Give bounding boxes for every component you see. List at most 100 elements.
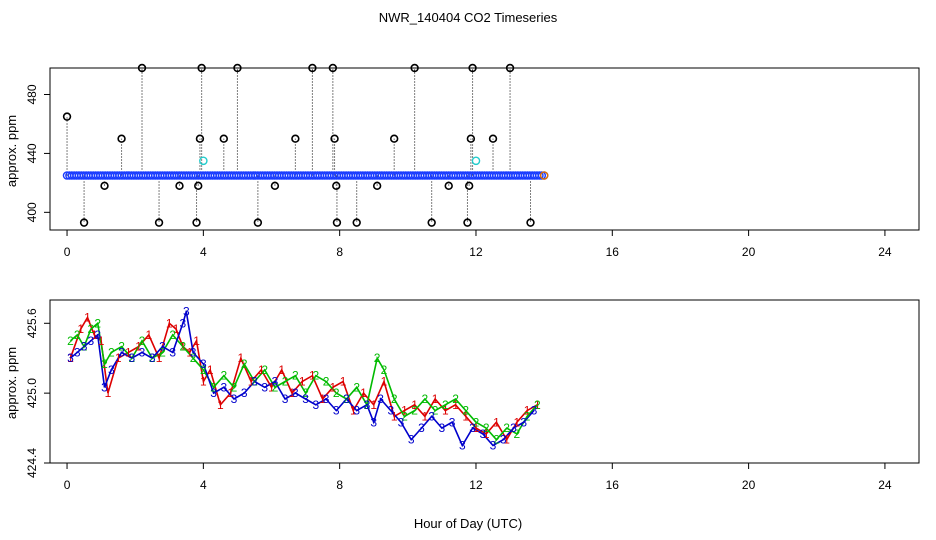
- series-3-line: [69, 311, 535, 448]
- series-3-point: 3: [418, 421, 425, 435]
- series-2-point: 2: [473, 415, 480, 429]
- top-data-layer: [62, 63, 549, 227]
- spike-point: [464, 181, 474, 191]
- series-3-point: 3: [333, 404, 340, 418]
- series-3-point: 3: [118, 345, 125, 359]
- series-3-point: 3: [469, 421, 476, 435]
- series-1-point: 1: [227, 386, 234, 400]
- series-3-point: 3: [302, 392, 309, 406]
- series-3-point: 3: [220, 380, 227, 394]
- series-1-point: 1: [381, 375, 388, 389]
- series-3-point: 3: [449, 415, 456, 429]
- series-1-point: 1: [77, 322, 84, 336]
- spike-point: [526, 218, 535, 227]
- spike-point: [463, 218, 472, 227]
- series-3-point: 3: [231, 392, 238, 406]
- series-3-point: 3: [94, 328, 101, 342]
- series-1-point: 1: [422, 409, 429, 423]
- bottom-x-tick-label: 8: [336, 478, 343, 492]
- spike-point: [488, 134, 498, 143]
- series-2-point: 2: [353, 380, 360, 394]
- spike-point: [79, 218, 89, 227]
- spike-point: [137, 63, 147, 73]
- series-1-point: 1: [299, 375, 306, 389]
- spike-point: [505, 63, 515, 73]
- series-2-point: 2: [180, 340, 187, 354]
- series-1-point: 1: [350, 404, 357, 418]
- series-3-point: 3: [439, 421, 446, 435]
- series-2-point: 2: [88, 322, 95, 336]
- series-2-point: 2: [524, 409, 531, 423]
- series-2-point: 2: [343, 392, 350, 406]
- series-2-point: 2: [169, 328, 176, 342]
- series-2-point: 2: [67, 334, 74, 348]
- chart-title: NWR_140404 CO2 Timeseries: [379, 10, 558, 25]
- series-2-point: 2: [251, 375, 258, 389]
- series-1-point: 1: [391, 409, 398, 423]
- series-3-point: 3: [353, 404, 360, 418]
- cyan-point: [199, 156, 208, 166]
- series-1-point: 1: [483, 427, 490, 441]
- series-3-point: 3: [370, 415, 377, 429]
- bottom-x-tick-label: 4: [200, 478, 207, 492]
- spike-point: [154, 218, 164, 227]
- top-x-tick-label: 0: [64, 245, 71, 259]
- spike-point: [253, 218, 263, 227]
- series-2-point: 2: [282, 375, 289, 389]
- series-3-point: 3: [159, 340, 166, 354]
- series-2-point: 2: [411, 404, 418, 418]
- series-1-point: 1: [217, 398, 224, 412]
- series-1-point: 1: [200, 375, 207, 389]
- series-2-point: 2: [292, 369, 299, 383]
- series-2-point: 2: [302, 386, 309, 400]
- series-1-point: 1: [207, 363, 214, 377]
- series-1-point: 1: [135, 340, 142, 354]
- series-1-point: 1: [432, 392, 439, 406]
- series-3-point: 3: [200, 357, 207, 371]
- series-3-point: 3: [261, 380, 268, 394]
- spike-point: [233, 63, 242, 73]
- spike-point: [427, 218, 436, 227]
- series-2-point: 2: [210, 380, 217, 394]
- series-1-point: 1: [258, 363, 265, 377]
- series-2-point: 2: [312, 369, 319, 383]
- spike-point: [194, 181, 203, 191]
- baseline-point: [535, 171, 544, 180]
- bottom-plot-frame: [49, 299, 920, 464]
- spike-point: [62, 112, 72, 121]
- series-3-point: 3: [282, 392, 289, 406]
- series-3-point: 3: [101, 380, 108, 394]
- series-3-point: 3: [377, 392, 384, 406]
- bottom-y-tick-label: 424.4: [25, 448, 39, 478]
- series-1-point: 1: [173, 322, 180, 336]
- series-1-point: 1: [370, 398, 377, 412]
- spike-point: [328, 63, 338, 73]
- top-y-tick-label: 480: [25, 84, 39, 104]
- spike-point: [270, 181, 280, 191]
- series-3-point: 3: [510, 421, 517, 435]
- spike-point: [197, 63, 206, 73]
- series-2-point: 2: [139, 334, 146, 348]
- spike-point: [332, 181, 341, 191]
- series-2-point: 2: [118, 340, 125, 354]
- series-1-point: 1: [411, 398, 418, 412]
- series-3-point: 3: [128, 351, 135, 365]
- series-1-point: 1: [473, 421, 480, 435]
- bottom-y-tick-label: 425.0: [25, 378, 39, 408]
- spike-point: [330, 134, 339, 143]
- spike-point: [100, 181, 109, 191]
- spike-point: [410, 63, 419, 73]
- series-3-point: 3: [364, 398, 371, 412]
- series-2-point: 2: [149, 351, 156, 365]
- spike-point: [444, 181, 453, 191]
- series-1-point: 1: [115, 351, 122, 365]
- cyan-point: [471, 156, 481, 166]
- baseline-end-point: [539, 171, 549, 180]
- spike-point: [219, 134, 229, 143]
- bottom-y-axis-label: approx. ppm: [4, 347, 19, 419]
- series-2-point: 2: [101, 357, 108, 371]
- series-3-point: 3: [88, 334, 95, 348]
- series-3-point: 3: [149, 351, 156, 365]
- series-2-point: 2: [432, 404, 439, 418]
- series-1-point: 1: [524, 404, 531, 418]
